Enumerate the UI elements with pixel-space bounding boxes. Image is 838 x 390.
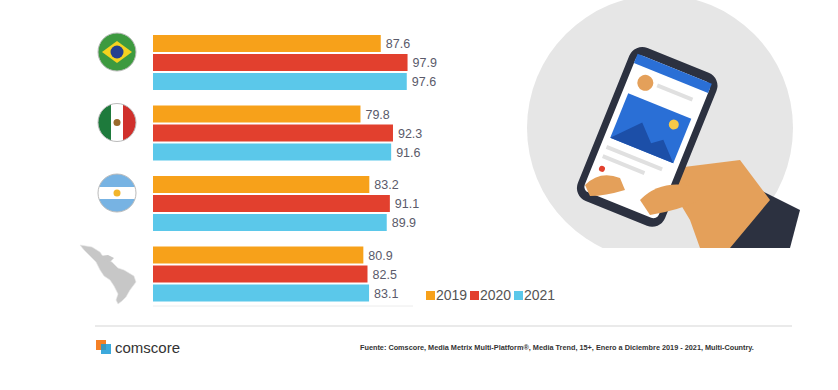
- flag-brazil: [98, 33, 136, 71]
- flag-border: [98, 104, 136, 142]
- data-label: 79.8: [365, 108, 389, 122]
- bar: [153, 125, 393, 142]
- text-line: [602, 154, 645, 175]
- flag-stripe: [98, 174, 136, 187]
- sun: [667, 118, 680, 131]
- chart-svg: 87.697.9 97.6 79.8 92.3 91.6 83.2 91.1 89.9 80.9…: [0, 0, 838, 390]
- flag-brazil-globe: [111, 46, 124, 59]
- map-caribbean: [100, 255, 114, 262]
- flag-stripe: [111, 104, 123, 142]
- bar: [153, 195, 390, 212]
- data-label: 83.1: [374, 287, 398, 301]
- flag-stripe: [98, 187, 136, 199]
- bar: [153, 144, 391, 161]
- flag-stripe: [123, 104, 136, 142]
- logo: comscore: [96, 339, 180, 356]
- data-label: 97.9: [413, 56, 437, 70]
- chart-root: 87.697.9 97.6 79.8 92.3 91.6 83.2 91.1 89.9 80.9…: [0, 0, 838, 390]
- category-icons: [80, 33, 136, 304]
- thumb: [640, 185, 700, 215]
- illustration: [527, 0, 800, 261]
- phone-screen: [583, 54, 712, 220]
- legend: 2019 2020 2021: [426, 287, 555, 303]
- legend-swatch: [470, 291, 479, 300]
- bar: [153, 266, 368, 283]
- bar: [153, 35, 381, 52]
- like: [598, 165, 606, 173]
- bar: [153, 247, 363, 264]
- bar: [153, 214, 387, 231]
- data-label: 97.6: [412, 75, 436, 89]
- legend-label: 2019: [436, 287, 467, 303]
- legend-label: 2020: [480, 287, 511, 303]
- data-label: 91.6: [396, 146, 420, 160]
- data-label: 83.2: [374, 178, 398, 192]
- separator: [95, 326, 792, 327]
- flag-sun: [114, 190, 121, 197]
- flag-border: [98, 174, 136, 212]
- logo-square: [101, 344, 111, 354]
- flag-brazil-diamond: [102, 41, 132, 63]
- data-label: 91.1: [395, 197, 419, 211]
- flag-emblem: [114, 119, 121, 126]
- data-label: 89.9: [392, 216, 416, 230]
- data-labels: 87.697.9 97.6 79.8 92.3 91.6 83.2 91.1 89.9 80.9…: [365, 37, 436, 301]
- flag-mexico: [98, 104, 136, 142]
- data-label: 92.3: [398, 127, 422, 141]
- finger: [585, 175, 625, 196]
- mountain: [610, 114, 683, 164]
- axis-line: [153, 306, 413, 307]
- bar: [153, 285, 369, 302]
- data-label: 87.6: [386, 37, 410, 51]
- phone: [573, 43, 722, 231]
- map-latam: [80, 245, 136, 304]
- legend-swatch: [514, 291, 523, 300]
- legend-label: 2021: [524, 287, 555, 303]
- data-label: 80.9: [368, 249, 392, 263]
- text-line: [656, 84, 693, 102]
- flag-argentina: [98, 174, 136, 212]
- flag-stripe: [98, 199, 136, 212]
- logo-text: comscore: [115, 339, 180, 356]
- avatar: [635, 72, 656, 93]
- flag-stripe: [98, 104, 111, 142]
- bar: [153, 73, 407, 90]
- legend-swatch: [426, 291, 435, 300]
- bar: [153, 54, 408, 71]
- phone-bar: [634, 54, 712, 93]
- source: Fuente: Comscore, Media Metrix Multi-Pla…: [360, 343, 754, 352]
- bars: [153, 35, 408, 302]
- data-label: 82.5: [373, 268, 397, 282]
- illustration-circle: [527, 0, 793, 248]
- phone-body: [573, 43, 722, 231]
- bar: [153, 176, 369, 193]
- bar: [153, 106, 360, 123]
